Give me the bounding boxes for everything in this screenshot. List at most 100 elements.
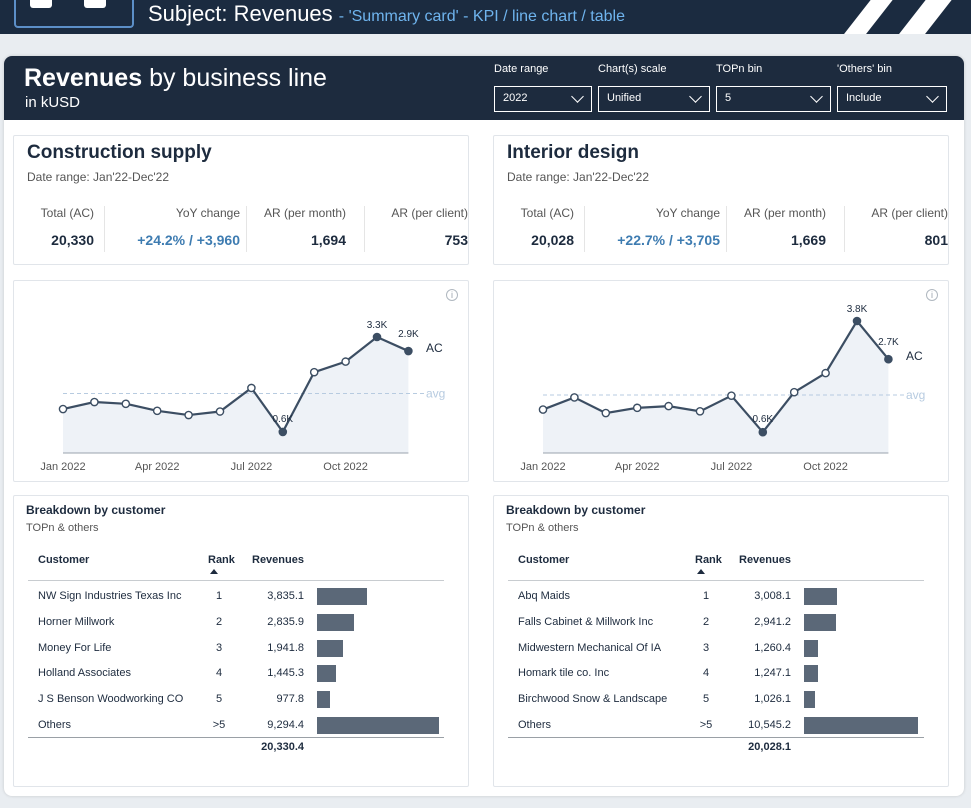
- subject-label: Subject: Revenues: [148, 1, 333, 26]
- data-point[interactable]: [309, 367, 319, 377]
- data-point[interactable]: [789, 387, 799, 397]
- data-point[interactable]: [570, 393, 579, 402]
- column-header-rank[interactable]: Rank: [695, 554, 722, 566]
- customer-rank: 2: [215, 615, 223, 628]
- data-point[interactable]: [758, 427, 768, 437]
- table-row[interactable]: Money For Life 3 1,941.8: [14, 636, 454, 662]
- customer-revenue: 2,941.2: [754, 615, 791, 628]
- customer-revenue: 2,835.9: [267, 615, 304, 628]
- kpi-panel-interior: Interior design Date range: Jan'22-Dec'2…: [493, 135, 949, 265]
- data-point[interactable]: [184, 410, 193, 420]
- customer-name: Horner Millwork: [38, 615, 115, 628]
- kpi-yoy: YoY change +24.2% / +3,960: [104, 206, 240, 258]
- header-divider: [28, 580, 444, 581]
- data-point[interactable]: [852, 316, 862, 326]
- data-point[interactable]: [884, 354, 893, 364]
- kpi-value: 801: [924, 232, 948, 248]
- data-point[interactable]: [727, 391, 736, 400]
- customer-name: Abq Maids: [518, 590, 570, 602]
- table-row[interactable]: Others >5 10,545.2: [494, 713, 934, 739]
- data-point[interactable]: [404, 346, 413, 356]
- total-value: 20,028.1: [748, 741, 791, 753]
- data-point[interactable]: [58, 404, 68, 414]
- data-label: 3.8K: [847, 304, 868, 315]
- customer-rank: >5: [699, 719, 713, 731]
- data-point[interactable]: [821, 368, 830, 378]
- column-header-customer[interactable]: Customer: [518, 554, 570, 566]
- revenue-bar: [804, 717, 918, 734]
- avg-label: avg: [906, 388, 925, 402]
- topn-bin-dropdown[interactable]: 5: [716, 86, 831, 112]
- customer-name: Birchwood Snow & Landscape: [518, 693, 668, 706]
- card-header: Revenues by business line in kUSD Date r…: [4, 56, 964, 120]
- kpi-label: AR (per client): [391, 206, 468, 220]
- data-point[interactable]: [215, 407, 225, 416]
- table-row[interactable]: Holland Associates 4 1,445.3: [14, 661, 454, 687]
- kpi-label: Total (AC): [40, 206, 94, 220]
- breakdown-title: Breakdown by customer: [26, 503, 166, 517]
- kpi-label: YoY change: [655, 206, 720, 220]
- sort-asc-icon: [697, 569, 705, 574]
- revenue-line-chart: avg 0.6K 3.3K 2.9K AC Jan 2022 Apr 2022 Jul 202…: [40, 320, 445, 473]
- unit-subtitle: in kUSD: [25, 94, 81, 111]
- table-row[interactable]: Others >5 9,294.4: [14, 713, 454, 739]
- kpi-value: 753: [444, 232, 468, 248]
- table-row[interactable]: Homark tile co. Inc 4 1,247.1: [494, 661, 934, 687]
- others-bin-dropdown[interactable]: Include: [837, 86, 947, 112]
- data-point[interactable]: [278, 427, 288, 437]
- table-row[interactable]: Midwestern Mechanical Of IA 3 1,260.4: [494, 636, 934, 662]
- breakdown-title: Breakdown by customer: [506, 503, 646, 517]
- table-row[interactable]: Falls Cabinet & Millwork Inc 2 2,941.2: [494, 610, 934, 636]
- table-row[interactable]: Abq Maids 1 3,008.1: [494, 584, 934, 610]
- data-point[interactable]: [632, 403, 642, 413]
- kpi-value: 1,669: [790, 232, 826, 248]
- data-point[interactable]: [247, 383, 256, 393]
- data-point[interactable]: [121, 399, 131, 409]
- data-point[interactable]: [90, 397, 99, 407]
- column-header-customer[interactable]: Customer: [38, 554, 90, 566]
- table-row[interactable]: Birchwood Snow & Landscape 5 1,026.1: [494, 687, 934, 713]
- data-label: 0.6K: [273, 414, 294, 425]
- dropdown-value: Include: [846, 92, 882, 104]
- data-point[interactable]: [601, 408, 611, 418]
- kpi-value: +24.2% / +3,960: [137, 232, 240, 248]
- customer-rank: 3: [215, 641, 223, 654]
- column-header-revenues[interactable]: Revenues: [252, 554, 304, 566]
- filter-label: Date range: [494, 63, 549, 75]
- page-title: Revenues by business line: [24, 64, 327, 93]
- revenue-bar: [804, 665, 818, 683]
- series-label-ac: AC: [906, 349, 923, 363]
- table-row[interactable]: NW Sign Industries Texas Inc 1 3,835.1: [14, 584, 454, 610]
- summary-card: Revenues by business line in kUSD Date r…: [4, 56, 964, 796]
- kpi-ar-client: AR (per client) 801: [844, 206, 948, 258]
- avg-label: avg: [426, 386, 445, 400]
- dropdown-value: Unified: [607, 92, 642, 104]
- kpi-value: +22.7% / +3,705: [617, 232, 720, 248]
- table-row[interactable]: Horner Millwork 2 2,835.9: [14, 610, 454, 636]
- filter-label: 'Others' bin: [837, 63, 892, 75]
- filter-label: TOPn bin: [716, 63, 763, 75]
- kpi-label: AR (per client): [871, 206, 948, 220]
- data-point[interactable]: [664, 401, 673, 411]
- customer-rank: 5: [702, 693, 710, 706]
- data-point[interactable]: [372, 332, 382, 342]
- customer-revenue: 3,008.1: [754, 590, 791, 602]
- info-icon[interactable]: i: [926, 289, 938, 301]
- data-point[interactable]: [538, 405, 548, 414]
- data-point[interactable]: [152, 406, 162, 416]
- kpi-yoy: YoY change +22.7% / +3,705: [584, 206, 720, 258]
- table-row[interactable]: J S Benson Woodworking CO 5 977.8: [14, 687, 454, 713]
- data-point[interactable]: [695, 407, 705, 416]
- chart-scale-dropdown[interactable]: Unified: [598, 86, 710, 112]
- column-header-revenues[interactable]: Revenues: [739, 554, 791, 566]
- data-point[interactable]: [341, 357, 350, 366]
- column-header-rank[interactable]: Rank: [208, 554, 235, 566]
- date-range-text: Date range: Jan'22-Dec'22: [27, 170, 170, 184]
- kpi-label: AR (per month): [743, 206, 826, 220]
- date-range-dropdown[interactable]: 2022: [494, 86, 592, 112]
- x-tick-label: Jul 2022: [711, 461, 753, 473]
- info-icon[interactable]: i: [446, 289, 458, 301]
- kpi-total: Total (AC) 20,028: [504, 206, 574, 258]
- kpi-row: Total (AC) 20,330 YoY change +24.2% / +3…: [24, 206, 468, 258]
- x-tick-label: Jan 2022: [40, 461, 85, 473]
